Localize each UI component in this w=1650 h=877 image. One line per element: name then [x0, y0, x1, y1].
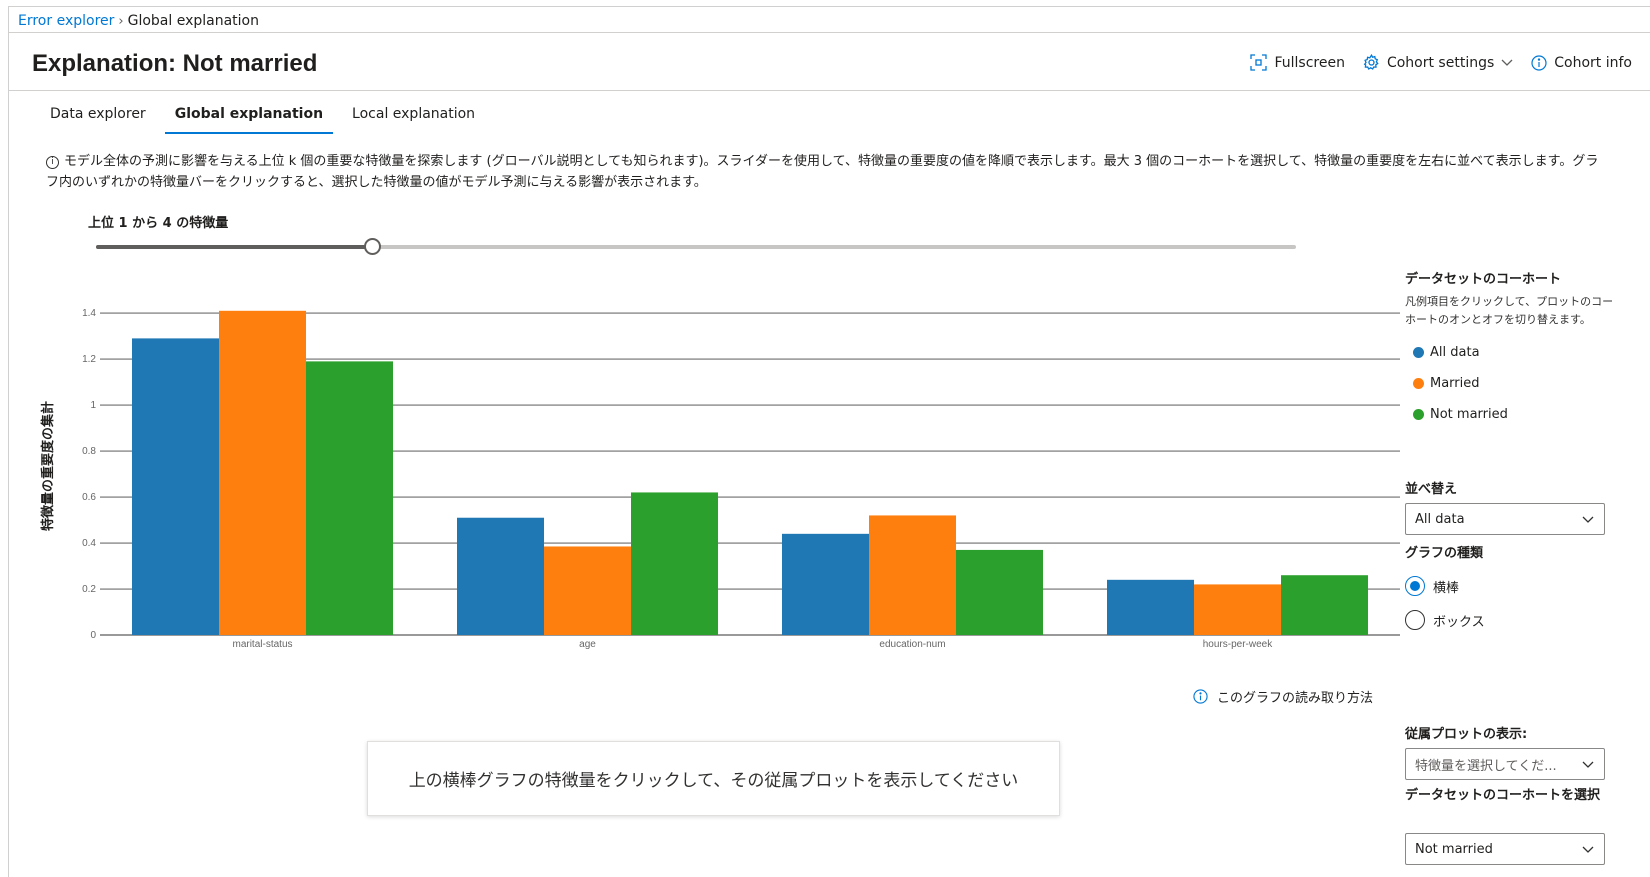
- radio-box[interactable]: [1405, 610, 1425, 630]
- legend-dot: [1413, 378, 1424, 389]
- bar-education-num-not-married[interactable]: [956, 549, 1043, 635]
- y-tick-label: 1.4: [82, 308, 96, 319]
- legend-dot: [1413, 409, 1424, 420]
- bar-age-not-married[interactable]: [631, 492, 718, 635]
- y-tick-label: 0.4: [82, 538, 96, 549]
- cohort-select-label: データセットのコーホートを選択: [1405, 788, 1601, 803]
- x-tick-label: age: [579, 639, 596, 650]
- breadcrumb-error-explorer[interactable]: Error explorer: [18, 13, 115, 29]
- header-divider: [8, 90, 1650, 91]
- top-k-slider[interactable]: [96, 238, 1296, 255]
- sort-label: 並べ替え: [1405, 482, 1458, 497]
- bar-hours-per-week-not-married[interactable]: [1281, 575, 1368, 635]
- cohorts-note: 凡例項目をクリックして、プロットのコーホートのオンとオフを切り替えます。: [1405, 295, 1614, 326]
- breadcrumb: Error explorer › Global explanation: [18, 13, 259, 29]
- feature-importance-chart: 0 0.2 0.4 0.6 0.8 1 1.2 1.4 特徴量の重要度の集計 marital-st…: [40, 308, 1400, 650]
- bar-hours-per-week-married[interactable]: [1194, 584, 1281, 635]
- cohort-info-button[interactable]: Cohort info: [1531, 55, 1632, 71]
- dependence-hint-text: 上の横棒グラフの特徴量をクリックして、その従属プロットを表示してください: [408, 771, 1019, 791]
- sort-dropdown[interactable]: All data: [1405, 503, 1605, 535]
- y-tick-label: 0: [90, 630, 96, 641]
- bar-education-num-married[interactable]: [869, 515, 956, 635]
- chevron-down-icon: [1582, 761, 1594, 768]
- how-to-read-link[interactable]: このグラフの読み取り方法: [1193, 687, 1373, 706]
- slider-thumb[interactable]: [363, 238, 381, 255]
- y-tick-label: 0.8: [82, 446, 96, 457]
- cohort-select-dropdown[interactable]: Not married: [1405, 833, 1605, 865]
- cohort-settings-label: Cohort settings: [1386, 54, 1495, 71]
- y-tick-label: 0.2: [82, 584, 96, 595]
- fullscreen-icon: [1250, 54, 1268, 71]
- breadcrumb-current: Global explanation: [127, 13, 259, 29]
- chevron-down-icon: [1501, 59, 1513, 66]
- how-to-read-label: このグラフの読み取り方法: [1217, 691, 1374, 706]
- legend-label: All data: [1430, 345, 1480, 360]
- cohort-settings-button[interactable]: Cohort settings: [1363, 54, 1513, 71]
- x-tick-label: education-num: [879, 639, 945, 650]
- y-tick-label: 0.6: [82, 492, 96, 503]
- cohort-select-value: Not married: [1415, 841, 1493, 857]
- feature-select-dropdown[interactable]: 特徴量を選択してくだ...: [1405, 748, 1605, 780]
- legend-dot: [1413, 347, 1424, 358]
- legend-label: Married: [1430, 376, 1480, 391]
- breadcrumb-divider: [8, 32, 1650, 33]
- bar-education-num-all-data[interactable]: [782, 533, 869, 635]
- cohorts-heading: データセットのコーホート: [1405, 272, 1562, 287]
- x-tick-label: marital-status: [232, 639, 292, 650]
- chevron-down-icon: [1582, 516, 1594, 523]
- page-title: Explanation: Not married: [32, 50, 318, 77]
- radio-bar[interactable]: [1405, 576, 1425, 596]
- gear-icon: [1363, 54, 1379, 70]
- legend-label: Not married: [1430, 407, 1508, 422]
- dependence-plot-label: 従属プロットの表示:: [1405, 727, 1528, 742]
- bar-marital-status-all-data[interactable]: [132, 338, 219, 635]
- legend-item-all-data[interactable]: All data: [1413, 345, 1615, 360]
- legend-item-married[interactable]: Married: [1413, 376, 1615, 391]
- tab-local-explanation[interactable]: Local explanation: [352, 106, 476, 122]
- info-icon: [1193, 689, 1208, 704]
- chart-type-box-option[interactable]: ボックス: [1405, 610, 1485, 630]
- legend-item-not-married[interactable]: Not married: [1413, 407, 1615, 422]
- y-axis-label: 特徴量の重要度の集計: [40, 401, 56, 531]
- fullscreen-button[interactable]: Fullscreen: [1250, 54, 1345, 71]
- tab-global-explanation[interactable]: Global explanation: [164, 104, 334, 134]
- y-tick-label: 1.2: [82, 354, 96, 365]
- chart-type-bar-option[interactable]: 横棒: [1405, 576, 1459, 596]
- radio-bar-label: 横棒: [1433, 580, 1460, 596]
- bar-marital-status-married[interactable]: [219, 310, 306, 635]
- bar-age-married[interactable]: [544, 546, 631, 635]
- description: i モデル全体の予測に影響を与える上位 k 個の重要な特徴量を探索します (グロー…: [46, 151, 1606, 193]
- cohort-info-label: Cohort info: [1554, 54, 1632, 71]
- breadcrumb-separator: ›: [118, 13, 124, 29]
- info-icon: i: [46, 156, 59, 169]
- header-actions: Fullscreen Cohort settings Cohort info: [1250, 54, 1632, 71]
- tab-data-explorer[interactable]: Data explorer: [50, 106, 146, 122]
- slider-fill: [96, 245, 372, 249]
- x-tick-label: hours-per-week: [1203, 639, 1273, 650]
- bar-marital-status-not-married[interactable]: [306, 361, 393, 635]
- chevron-down-icon: [1582, 846, 1594, 853]
- tab-bar: Data explorer Global explanation Local e…: [40, 104, 494, 134]
- chart-type-label: グラフの種類: [1405, 546, 1484, 561]
- bar-hours-per-week-all-data[interactable]: [1107, 579, 1194, 635]
- top-k-slider-label: 上位 1 から 4 の特徴量: [88, 216, 229, 231]
- legend-panel: データセットのコーホート 凡例項目をクリックして、プロットのコーホートのオンとオ…: [1405, 268, 1615, 422]
- fullscreen-label: Fullscreen: [1274, 54, 1345, 71]
- y-tick-label: 1: [90, 400, 96, 411]
- dependence-hint-box: 上の横棒グラフの特徴量をクリックして、その従属プロットを表示してください: [367, 741, 1060, 816]
- bar-age-all-data[interactable]: [457, 517, 544, 635]
- feature-select-placeholder: 特徴量を選択してくだ...: [1415, 758, 1557, 774]
- radio-box-label: ボックス: [1433, 614, 1485, 630]
- info-icon: [1531, 54, 1547, 71]
- sort-value: All data: [1415, 511, 1465, 527]
- page-frame: [8, 6, 1650, 877]
- description-text: モデル全体の予測に影響を与える上位 k 個の重要な特徴量を探索します (グローバ…: [46, 154, 1599, 190]
